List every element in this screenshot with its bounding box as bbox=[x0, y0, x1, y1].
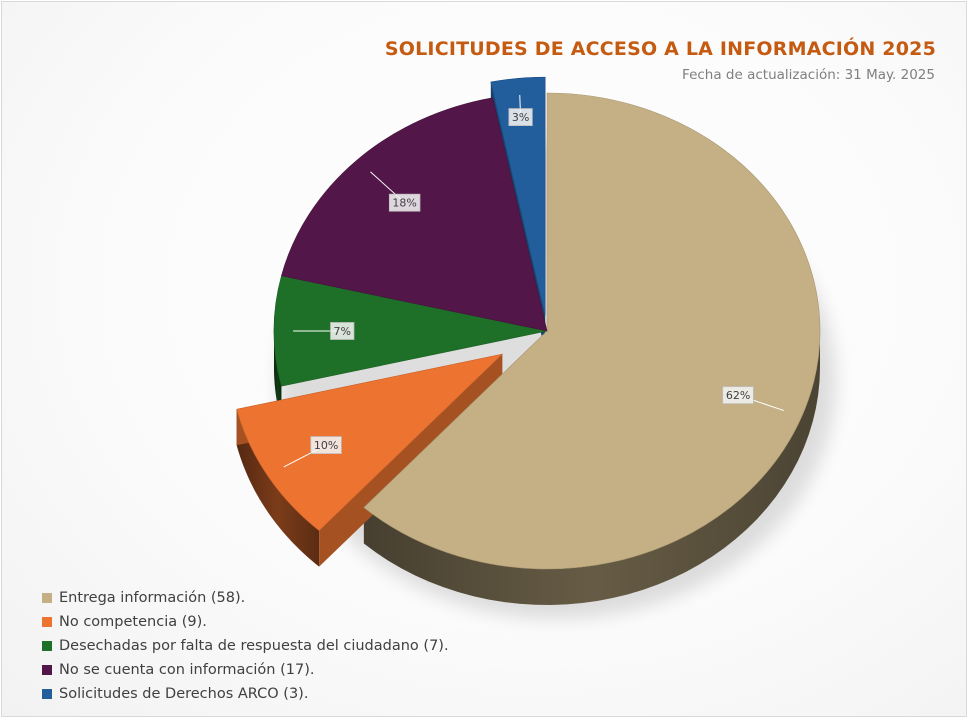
legend-label: No competencia (9). bbox=[59, 614, 207, 630]
legend: Entrega información (58). No competencia… bbox=[42, 586, 449, 706]
legend-swatch bbox=[42, 617, 52, 627]
legend-label: Desechadas por falta de respuesta del ci… bbox=[59, 638, 449, 654]
legend-label: No se cuenta con información (17). bbox=[59, 662, 315, 678]
pie-sides bbox=[236, 331, 820, 605]
data-label: 62% bbox=[726, 389, 750, 402]
legend-item: Desechadas por falta de respuesta del ci… bbox=[42, 634, 449, 658]
legend-item: No se cuenta con información (17). bbox=[42, 658, 449, 682]
data-label-box bbox=[388, 193, 421, 212]
data-label-box bbox=[722, 386, 754, 405]
legend-label: Solicitudes de Derechos ARCO (3). bbox=[59, 686, 309, 702]
chart-title: SOLICITUDES DE ACCESO A LA INFORMACIÓN 2… bbox=[384, 38, 936, 60]
slice-side-shade bbox=[363, 331, 820, 605]
slice-side-shade bbox=[274, 331, 282, 423]
pie-slice bbox=[281, 97, 548, 332]
legend-item: Entrega información (58). bbox=[42, 586, 449, 610]
legend-swatch bbox=[42, 641, 52, 651]
legend-swatch bbox=[42, 689, 52, 699]
data-label-box bbox=[508, 108, 533, 126]
chart-subtitle: Fecha de actualización: 31 May. 2025 bbox=[682, 67, 935, 83]
legend-swatch bbox=[42, 593, 52, 603]
pie-slice bbox=[273, 275, 548, 387]
legend-label: Entrega información (58). bbox=[59, 590, 246, 606]
data-label-box bbox=[310, 436, 342, 454]
legend-swatch bbox=[42, 665, 52, 675]
data-label: 10% bbox=[314, 439, 338, 452]
pie-slice bbox=[236, 353, 504, 532]
legend-item: Solicitudes de Derechos ARCO (3). bbox=[42, 682, 449, 706]
data-label: 7% bbox=[334, 325, 351, 338]
pie-slice bbox=[363, 92, 821, 570]
slice-cut-face bbox=[319, 354, 503, 567]
data-label-box bbox=[330, 322, 355, 340]
legend-item: No competencia (9). bbox=[42, 610, 449, 634]
data-label: 3% bbox=[512, 111, 529, 124]
data-label: 18% bbox=[392, 197, 416, 210]
slice-side-shade bbox=[236, 409, 320, 567]
pie-slice bbox=[490, 76, 546, 316]
